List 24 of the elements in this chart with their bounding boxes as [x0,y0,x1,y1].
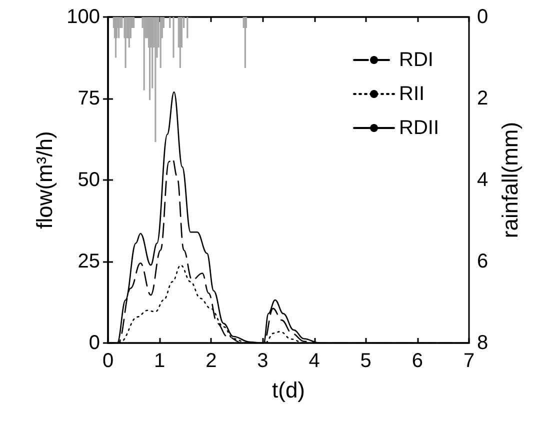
x-tick-label: 1 [154,350,166,372]
legend-label: RDI [399,49,434,71]
x-tick-label: 6 [412,350,423,372]
x-axis-title: t(d) [272,378,305,402]
y2-tick-label: 6 [477,250,488,272]
y2-tick-label: 4 [477,169,488,191]
x-tick-label: 0 [102,350,114,372]
y2-tick-label: 0 [477,6,488,28]
y-tick-label: 100 [66,6,100,28]
y2-axis-title: rainfall(mm) [498,122,523,238]
y2-tick-label: 2 [477,88,488,110]
x-tick-label: 5 [360,350,372,372]
y-axis-title: flow(m³/h) [32,131,58,229]
y-tick-label: 25 [78,250,100,272]
y-tick-label: 75 [78,88,100,110]
legend-label: RDII [399,117,439,139]
x-tick-label: 7 [463,350,475,372]
legend-label: RII [399,83,425,105]
x-tick-label: 2 [206,350,217,372]
y-tick-label: 0 [88,332,100,354]
y-tick-label: 50 [78,169,100,191]
x-tick-label: 4 [308,350,320,372]
y2-tick-label: 8 [477,332,488,354]
x-tick-label: 3 [257,350,268,372]
